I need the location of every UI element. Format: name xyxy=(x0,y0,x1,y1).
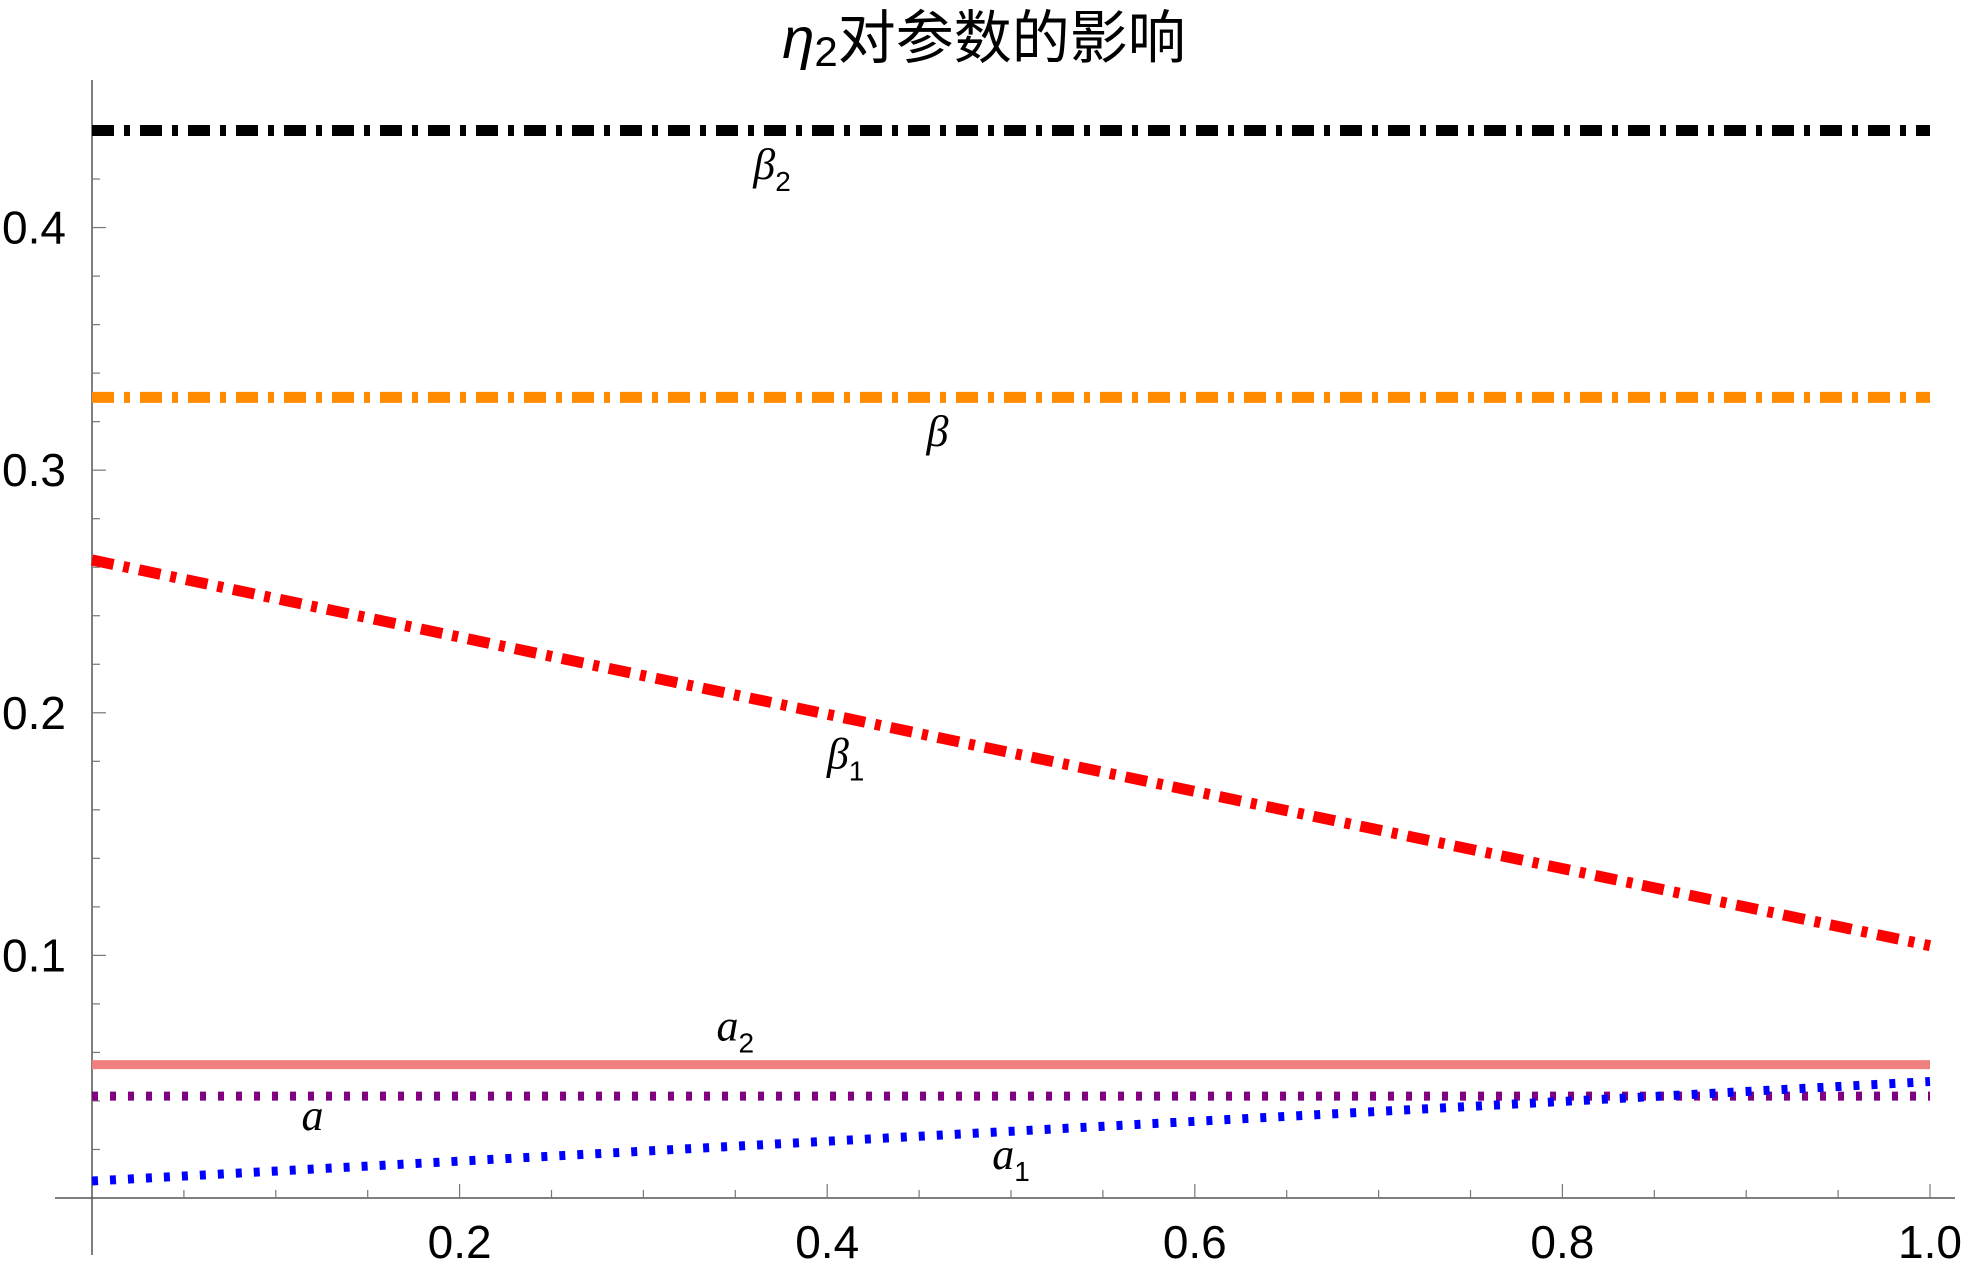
chart-title-text: 对参数的影响 xyxy=(838,6,1186,71)
series-label-symbol: β xyxy=(826,730,849,779)
series-label-symbol: a xyxy=(717,1001,739,1050)
series-label-subscript: 2 xyxy=(775,166,791,197)
series-label-1: β xyxy=(926,407,949,456)
series-label-4: a xyxy=(302,1091,324,1140)
chart-title-symbol: η xyxy=(782,6,814,71)
y-tick-label: 0.3 xyxy=(2,444,66,496)
series-label-symbol: β xyxy=(752,140,775,189)
series-label-subscript: 2 xyxy=(739,1027,755,1058)
chart-title: η2对参数的影响 xyxy=(782,6,1186,75)
y-tick-label: 0.1 xyxy=(2,929,66,981)
chart-title-subscript: 2 xyxy=(814,28,837,75)
series-line-5 xyxy=(91,1077,1931,1186)
series-label-2: β1 xyxy=(826,730,865,787)
series-layer xyxy=(90,125,1932,1186)
x-tick-label: 0.4 xyxy=(795,1216,859,1268)
series-label-symbol: a xyxy=(302,1091,324,1140)
x-tick-label: 0.6 xyxy=(1163,1216,1227,1268)
y-tick-label: 0.2 xyxy=(2,687,66,739)
series-label-symbol: a xyxy=(992,1130,1014,1179)
series-label-3: a2 xyxy=(717,1001,755,1058)
series-line-2 xyxy=(90,554,1932,952)
x-tick-label: 0.8 xyxy=(1530,1216,1594,1268)
axes: 0.2 0.4 0.6 0.8 1.0 0.1 0.2 0.3 0.4 xyxy=(2,80,1962,1268)
x-tick-label: 0.2 xyxy=(428,1216,492,1268)
y-tick-label: 0.4 xyxy=(2,202,66,254)
series-label-5: a1 xyxy=(992,1130,1030,1187)
series-label-0: β2 xyxy=(752,140,791,197)
series-label-subscript: 1 xyxy=(1014,1156,1030,1187)
series-label-symbol: β xyxy=(926,407,949,456)
series-label-subscript: 1 xyxy=(849,756,865,787)
x-tick-label: 1.0 xyxy=(1898,1216,1962,1268)
